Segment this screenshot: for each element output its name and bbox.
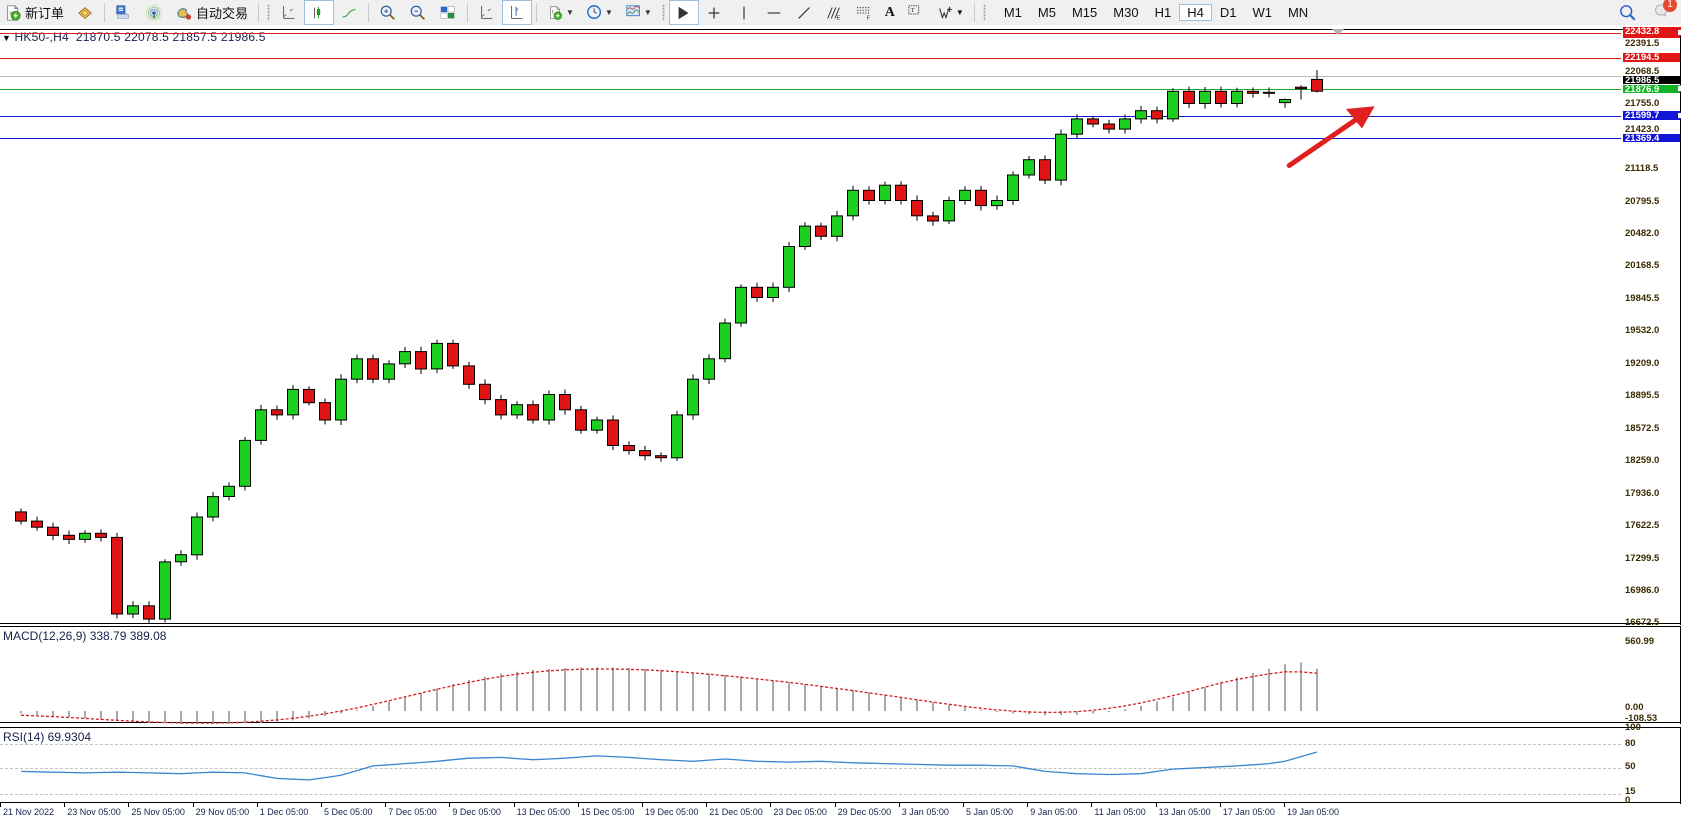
svg-text:T: T [911,7,915,14]
svg-text:E: E [836,15,840,21]
svg-text:F: F [866,15,870,21]
